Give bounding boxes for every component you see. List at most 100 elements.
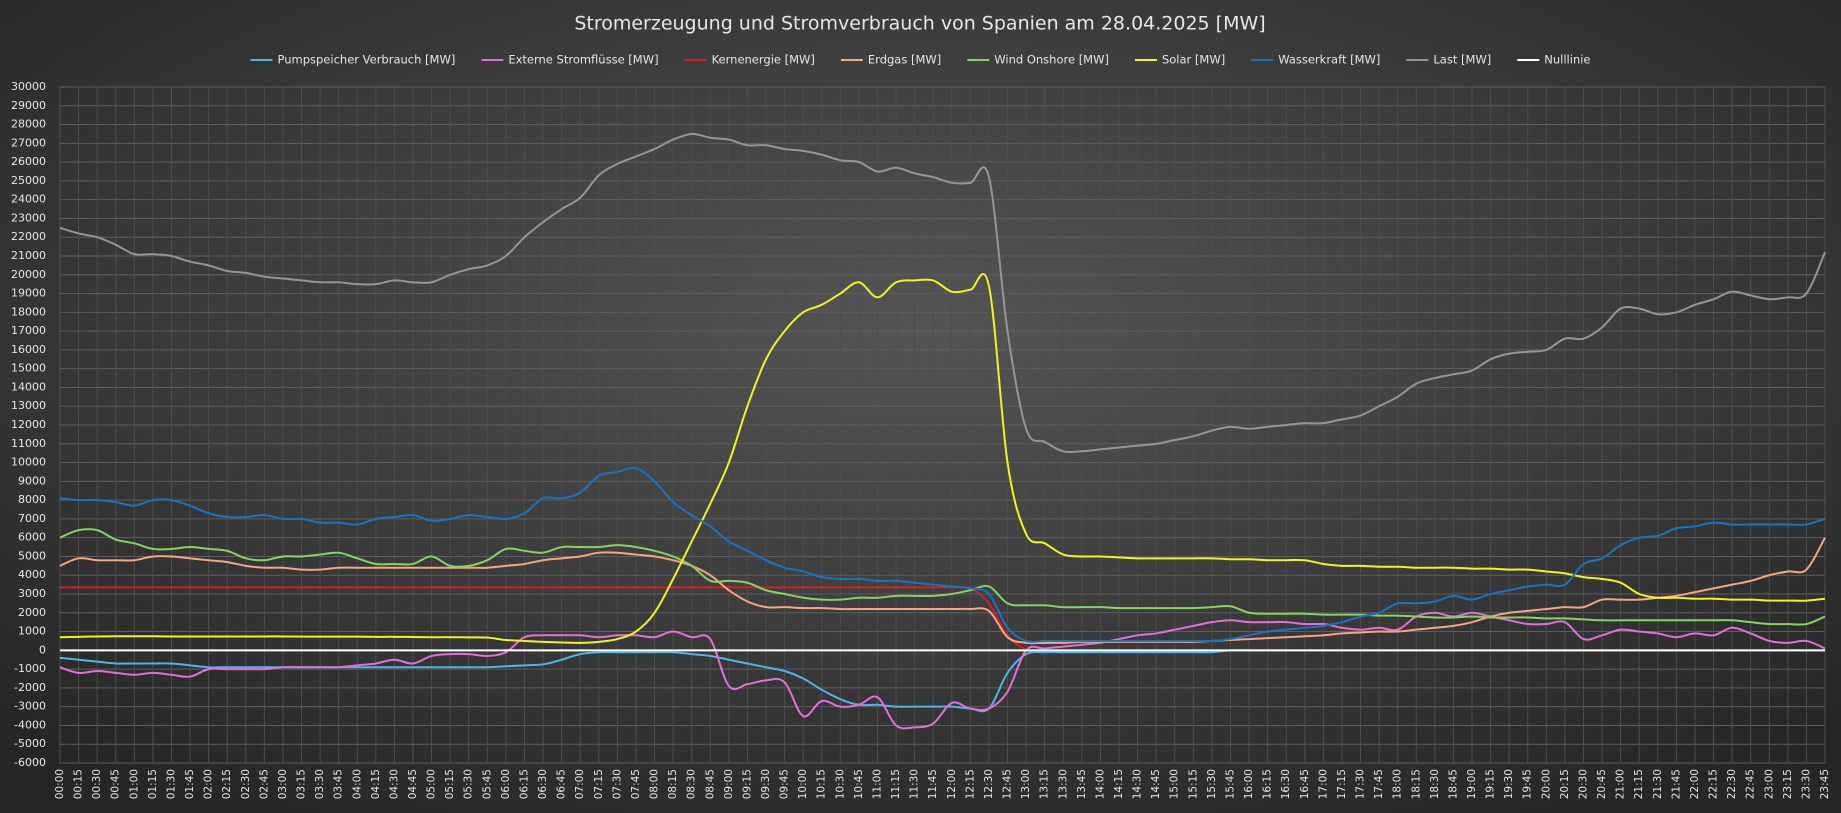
x-tick-label: 23:15	[1782, 769, 1794, 799]
x-tick-label: 08:00	[649, 769, 661, 799]
x-tick-label: 12:30	[983, 769, 995, 799]
x-tick-label: 07:15	[593, 769, 605, 799]
y-tick-label: 20000	[11, 268, 46, 281]
x-tick-label: 11:00	[871, 769, 883, 799]
x-tick-label: 21:00	[1615, 769, 1627, 799]
x-tick-label: 03:45	[333, 769, 345, 799]
x-tick-label: 07:00	[574, 769, 586, 799]
y-tick-label: 3000	[18, 587, 46, 600]
y-tick-label: -1000	[14, 662, 46, 675]
x-tick-label: 00:45	[110, 769, 122, 799]
legend-item: Nulllinie	[1517, 53, 1591, 67]
series-line	[59, 537, 1826, 645]
y-tick-label: 9000	[18, 474, 46, 487]
x-tick-label: 07:45	[630, 769, 642, 799]
legend-label: Externe Stromflüsse [MW]	[508, 53, 658, 67]
y-tick-label: 24000	[11, 193, 46, 206]
legend-item: Last [MW]	[1406, 53, 1491, 67]
x-tick-label: 02:00	[203, 769, 215, 799]
series-line	[59, 611, 1826, 730]
x-tick-label: 05:15	[444, 769, 456, 799]
x-tick-label: 20:45	[1596, 769, 1608, 799]
x-tick-label: 18:15	[1410, 769, 1422, 799]
x-tick-label: 16:00	[1243, 769, 1255, 799]
x-tick-label: 02:30	[240, 769, 252, 799]
x-tick-label: 14:45	[1150, 769, 1162, 799]
y-tick-label: 13000	[11, 399, 46, 412]
legend-label: Last [MW]	[1433, 53, 1491, 67]
chart-title: Stromerzeugung und Stromverbrauch von Sp…	[574, 13, 1265, 35]
y-tick-label: 6000	[18, 531, 46, 544]
x-tick-label: 04:30	[388, 769, 400, 799]
y-tick-label: 25000	[11, 174, 46, 187]
x-tick-label: 10:00	[797, 769, 809, 799]
series-line	[59, 132, 1826, 454]
series-line	[59, 528, 1826, 626]
y-tick-label: 1000	[18, 625, 46, 638]
x-tick-label: 16:15	[1262, 769, 1274, 799]
x-tick-label: 06:30	[537, 769, 549, 799]
x-tick-label: 23:00	[1763, 769, 1775, 799]
y-tick-label: 21000	[11, 249, 46, 262]
y-tick-label: 7000	[18, 512, 46, 525]
x-tick-label: 13:00	[1020, 769, 1032, 799]
x-tick-label: 06:00	[500, 769, 512, 799]
x-tick-label: 04:15	[370, 769, 382, 799]
x-tick-label: 22:45	[1745, 769, 1757, 799]
y-tick-label: 18000	[11, 305, 46, 318]
x-tick-label: 15:00	[1169, 769, 1181, 799]
x-tick-label: 01:15	[147, 769, 159, 799]
x-tick-label: 15:30	[1206, 769, 1218, 799]
x-tick-label: 00:15	[73, 769, 85, 799]
legend-label: Pumpspeicher Verbrauch [MW]	[277, 53, 455, 67]
x-tick-label: 22:30	[1726, 769, 1738, 799]
x-tick-label: 17:15	[1336, 769, 1348, 799]
legend-item: Wind Onshore [MW]	[967, 53, 1109, 67]
x-tick-label: 09:45	[779, 769, 791, 799]
legend: Pumpspeicher Verbrauch [MW] Externe Strom…	[250, 53, 1591, 67]
x-tick-label: 18:30	[1429, 769, 1441, 799]
y-tick-label: 30000	[11, 80, 46, 93]
x-tick-label: 11:45	[927, 769, 939, 799]
x-tick-label: 02:15	[221, 769, 233, 799]
y-tick-label: 16000	[11, 343, 46, 356]
x-tick-label: 19:30	[1503, 769, 1515, 799]
x-tick-label: 19:00	[1466, 769, 1478, 799]
y-tick-label: 26000	[11, 155, 46, 168]
x-tick-label: 18:00	[1392, 769, 1404, 799]
x-tick-label: 21:15	[1633, 769, 1645, 799]
y-tick-label: 14000	[11, 380, 46, 393]
y-tick-label: 29000	[11, 99, 46, 112]
x-tick-label: 06:45	[556, 769, 568, 799]
x-tick-label: 07:30	[611, 769, 623, 799]
x-tick-label: 20:15	[1559, 769, 1571, 799]
x-tick-label: 18:45	[1447, 769, 1459, 799]
x-tick-label: 03:30	[314, 769, 326, 799]
x-tick-label: 21:45	[1670, 769, 1682, 799]
x-tick-label: 19:15	[1485, 769, 1497, 799]
x-tick-label: 08:45	[704, 769, 716, 799]
y-tick-label: 2000	[18, 606, 46, 619]
legend-item: Erdgas [MW]	[840, 53, 941, 67]
legend-item: Externe Stromflüsse [MW]	[481, 53, 659, 67]
x-tick-label: 13:45	[1076, 769, 1088, 799]
y-tick-label: 23000	[11, 211, 46, 224]
y-tick-label: 19000	[11, 287, 46, 300]
legend-item: Pumpspeicher Verbrauch [MW]	[250, 53, 455, 67]
x-tick-label: 05:00	[426, 769, 438, 799]
x-tick-label: 23:45	[1819, 769, 1831, 799]
x-tick-label: 10:45	[853, 769, 865, 799]
y-tick-label: 12000	[11, 418, 46, 431]
x-tick-label: 20:30	[1577, 769, 1589, 799]
legend-item: Kernenergie [MW]	[684, 53, 815, 67]
x-tick-label: 01:30	[165, 769, 177, 799]
legend-item: Solar [MW]	[1134, 53, 1225, 67]
legend-label: Erdgas [MW]	[868, 53, 941, 67]
y-tick-label: 5000	[18, 549, 46, 562]
x-tick-label: 12:45	[1002, 769, 1014, 799]
x-tick-label: 10:30	[834, 769, 846, 799]
legend-label: Kernenergie [MW]	[712, 53, 815, 67]
x-tick-label: 03:00	[277, 769, 289, 799]
